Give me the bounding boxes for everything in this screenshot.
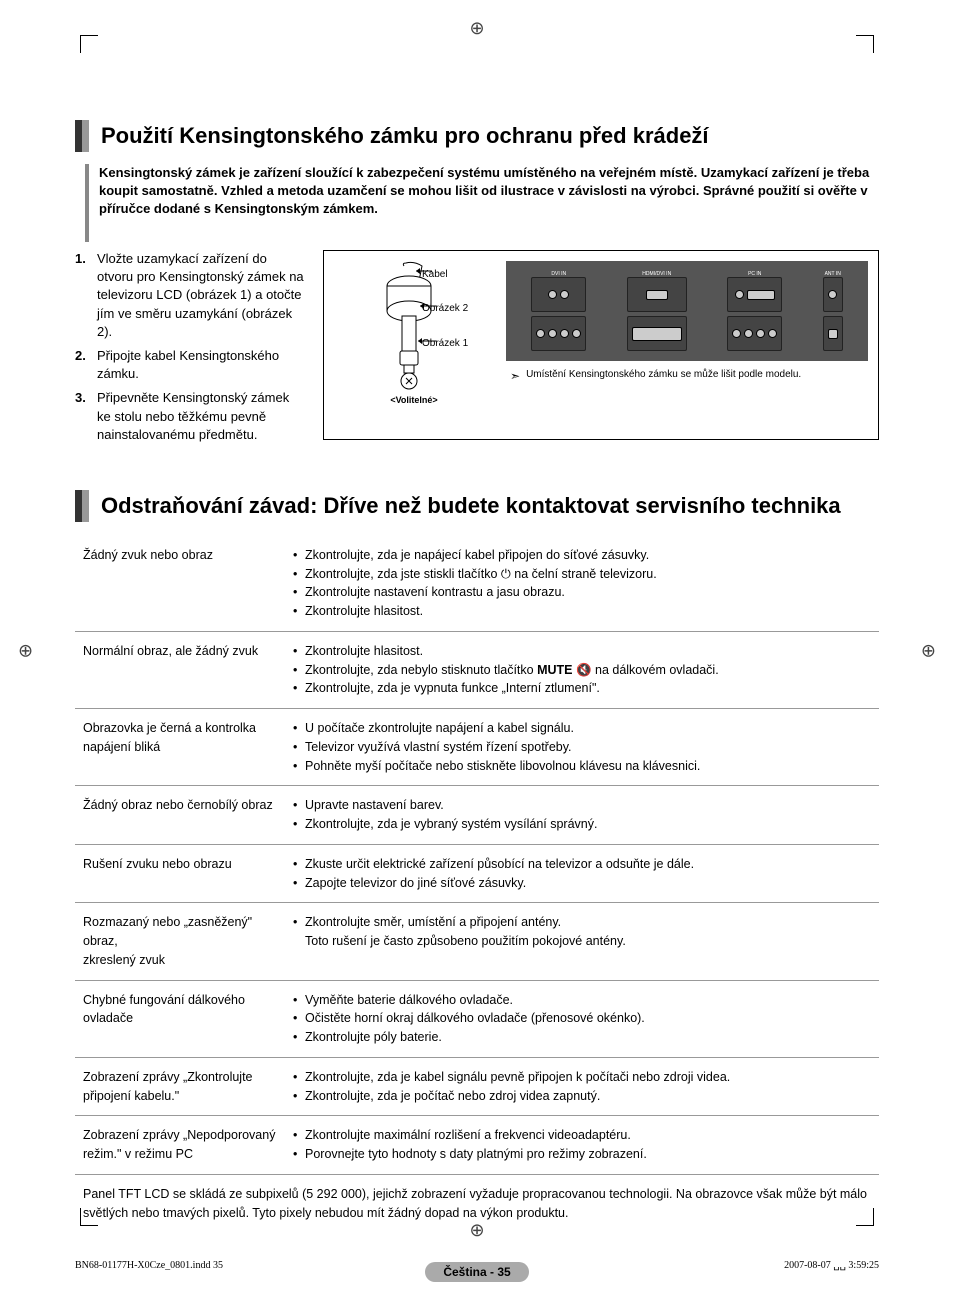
table-row: Zobrazení zprávy „Zkontrolujte připojení… [75,1058,879,1117]
problem-cell: Žádný zvuk nebo obraz [83,546,293,621]
solution-item: Upravte nastavení barev. [293,796,875,815]
crop-mark [80,1208,98,1226]
note-text: Umístění Kensingtonského zámku se může l… [526,369,801,383]
title-bar-icon [75,490,89,522]
problem-cell: Normální obraz, ale žádný zvuk [83,642,293,698]
solution-item: Zkontrolujte, zda nebylo stisknuto tlačí… [293,661,875,680]
troubleshoot-table: Žádný zvuk nebo obrazZkontrolujte, zda j… [75,536,879,1233]
crop-mark [80,35,98,53]
solution-cell: Zkontrolujte, zda je napájecí kabel přip… [293,546,875,621]
steps-list: Vložte uzamykací zařízení do otvoru pro … [75,250,305,450]
solution-note: Toto rušení je často způsobeno použitím … [293,932,875,951]
step-item: Připevněte Kensingtonský zámek ke stolu … [75,389,305,444]
solution-item: Zkontrolujte hlasitost. [293,602,875,621]
solution-item: Zkontrolujte, zda jste stiskli tlačítko … [293,565,875,584]
solution-item: Zkontrolujte nastavení kontrastu a jasu … [293,583,875,602]
title-text: Použití Kensingtonského zámku pro ochran… [101,123,709,149]
problem-cell: Zobrazení zprávy „Nepodporovaný režim." … [83,1126,293,1164]
registration-mark-left: ⊕ [18,640,33,661]
title-text: Odstraňování závad: Dříve než budete kon… [101,493,841,519]
step-item: Připojte kabel Kensingtonského zámku. [75,347,305,383]
solution-cell: Zkontrolujte maximální rozlišení a frekv… [293,1126,875,1164]
kensington-diagram: Kabel Obrázek 2 Obrázek 1 <Volitelné> DV… [323,250,879,440]
solution-item: Zkontrolujte, zda je počítač nebo zdroj … [293,1087,875,1106]
solution-item: Zkontrolujte maximální rozlišení a frekv… [293,1126,875,1145]
solution-item: Zkontrolujte, zda je vybraný systém vysí… [293,815,875,834]
table-row: Rušení zvuku nebo obrazuZkuste určit ele… [75,845,879,904]
solution-item: Zkontrolujte póly baterie. [293,1028,875,1047]
solution-cell: Vyměňte baterie dálkového ovladače.Očist… [293,991,875,1047]
crop-mark [856,1208,874,1226]
solution-item: Zkuste určit elektrické zařízení působíc… [293,855,875,874]
problem-cell: Zobrazení zprávy „Zkontrolujte připojení… [83,1068,293,1106]
solution-cell: U počítače zkontrolujte napájení a kabel… [293,719,875,775]
problem-cell: Obrazovka je černá a kontrolka napájení … [83,719,293,775]
table-row: Žádný obraz nebo černobílý obrazUpravte … [75,786,879,845]
footer-timestamp: 2007-08-07 ␣␣ 3:59:25 [784,1260,879,1271]
intro-bar-icon [85,164,89,242]
solution-cell: Zkontrolujte směr, umístění a připojení … [293,913,875,969]
solution-cell: Zkontrolujte hlasitost.Zkontrolujte, zda… [293,642,875,698]
solution-cell: Upravte nastavení barev.Zkontrolujte, zd… [293,796,875,834]
optional-label: <Volitelné> [390,395,437,405]
table-row: Rozmazaný nebo „zasněžený" obraz, zkresl… [75,903,879,980]
crop-mark [856,35,874,53]
problem-cell: Chybné fungování dálkového ovladače [83,991,293,1047]
table-row: Zobrazení zprávy „Nepodporovaný režim." … [75,1116,879,1175]
fig2-label: Obrázek 2 [422,303,468,314]
table-row: Chybné fungování dálkového ovladačeVyměň… [75,981,879,1058]
solution-item: Zkontrolujte, zda je napájecí kabel přip… [293,546,875,565]
table-row: Normální obraz, ale žádný zvukZkontroluj… [75,632,879,709]
step-item: Vložte uzamykací zařízení do otvoru pro … [75,250,305,341]
cable-label: Kabel [422,269,448,280]
footer-file: BN68-01177H-X0Cze_0801.indd 35 [75,1260,223,1271]
section-troubleshoot-title: Odstraňování závad: Dříve než budete kon… [75,490,879,522]
footer-meta: BN68-01177H-X0Cze_0801.indd 35 2007-08-0… [75,1260,879,1271]
problem-cell: Žádný obraz nebo černobílý obraz [83,796,293,834]
title-bar-icon [75,120,89,152]
solution-item: Pohněte myší počítače nebo stiskněte lib… [293,757,875,776]
solution-cell: Zkontrolujte, zda je kabel signálu pevně… [293,1068,875,1106]
kensington-intro: Kensingtonský zámek je zařízení sloužící… [75,164,879,242]
problem-cell: Rušení zvuku nebo obrazu [83,855,293,893]
diagram-note: ➣ Umístění Kensingtonského zámku se může… [506,369,868,383]
solution-item: Zkontrolujte hlasitost. [293,642,875,661]
solution-item: Zkontrolujte směr, umístění a připojení … [293,913,875,932]
fig1-label: Obrázek 1 [422,338,468,349]
solution-item: Porovnejte tyto hodnoty s daty platnými … [293,1145,875,1164]
solution-item: Vyměňte baterie dálkového ovladače. [293,991,875,1010]
solution-item: Zkontrolujte, zda je vypnuta funkce „Int… [293,679,875,698]
solution-item: Televizor využívá vlastní systém řízení … [293,738,875,757]
registration-mark-right: ⊕ [921,640,936,661]
solution-item: Zkontrolujte, zda je kabel signálu pevně… [293,1068,875,1087]
solution-item: Zapojte televizor do jiné síťové zásuvky… [293,874,875,893]
intro-text: Kensingtonský zámek je zařízení sloužící… [99,164,879,219]
solution-item: Očistěte horní okraj dálkového ovladače … [293,1009,875,1028]
note-arrow-icon: ➣ [510,369,520,383]
registration-mark-bottom: ⊕ [469,1220,484,1241]
registration-mark-top: ⊕ [469,18,484,39]
table-row: Žádný zvuk nebo obrazZkontrolujte, zda j… [75,536,879,632]
problem-cell: Rozmazaný nebo „zasněžený" obraz, zkresl… [83,913,293,969]
lock-illustration [364,261,464,391]
table-row: Obrazovka je černá a kontrolka napájení … [75,709,879,786]
solution-item: U počítače zkontrolujte napájení a kabel… [293,719,875,738]
section-kensington-title: Použití Kensingtonského zámku pro ochran… [75,120,879,152]
solution-cell: Zkuste určit elektrické zařízení působíc… [293,855,875,893]
tv-back-panel: DVI IN HDMI/DVI IN PC IN ANT IN [506,261,868,361]
